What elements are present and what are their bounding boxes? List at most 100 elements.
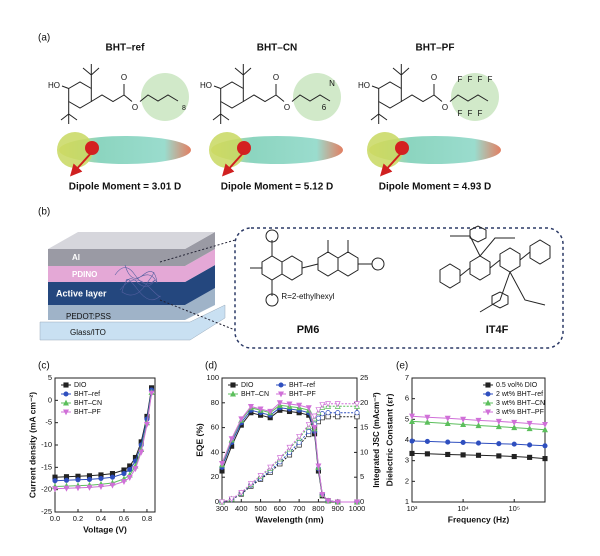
- atom-label: HO: [200, 81, 212, 90]
- legend-label: BHT–CN: [241, 391, 269, 398]
- y-tick-label: -25: [41, 507, 52, 516]
- marker: [495, 423, 502, 430]
- marker: [257, 406, 264, 413]
- atom-label: 8: [182, 105, 186, 112]
- marker: [354, 499, 360, 506]
- marker: [109, 474, 116, 480]
- legend-marker: [230, 390, 236, 397]
- benzene-ring: [220, 81, 244, 109]
- marker: [109, 482, 116, 489]
- esp-head: [57, 132, 93, 168]
- marker: [75, 485, 81, 492]
- panel-label: (a): [38, 33, 50, 44]
- marker: [143, 421, 150, 428]
- marker: [526, 425, 533, 432]
- y-tick-label: 20: [211, 472, 219, 481]
- marker: [335, 410, 341, 416]
- bonds: [370, 64, 489, 124]
- device-stack: [39, 232, 236, 341]
- marker: [319, 402, 326, 409]
- atom-label: HO: [358, 81, 370, 90]
- marker: [542, 443, 548, 449]
- atom-label: O: [273, 73, 279, 82]
- marker: [424, 418, 431, 425]
- legend-label: BHT–ref: [289, 382, 315, 389]
- marker: [325, 410, 331, 416]
- y-tick-label: 80: [211, 398, 219, 407]
- atom-label: HO: [48, 81, 60, 90]
- marker: [148, 390, 155, 397]
- legend-marker: [485, 382, 491, 388]
- y-tick-label: 40: [211, 447, 219, 456]
- pm6-structure: [250, 229, 385, 307]
- legend-marker: [63, 382, 69, 388]
- marker: [445, 451, 451, 458]
- marker: [86, 476, 93, 482]
- marker: [460, 452, 466, 458]
- y-tick-label: 100: [206, 373, 219, 382]
- atom-label: F: [478, 109, 483, 118]
- legend-label: BHT–ref: [74, 391, 100, 398]
- esp-head: [367, 132, 403, 168]
- y2-tick-label: 25: [360, 373, 368, 382]
- x-tick-label: 10⁵: [509, 504, 520, 513]
- dipole-arrow: [379, 151, 403, 177]
- y2-tick-label: 20: [360, 398, 368, 407]
- y-tick-label: 1: [405, 497, 409, 506]
- marker: [267, 464, 274, 471]
- marker: [296, 433, 303, 440]
- marker: [121, 471, 127, 477]
- panel-label: (b): [38, 207, 50, 218]
- y-tick-label: 4: [405, 435, 409, 444]
- y-tick-label: 5: [48, 373, 52, 382]
- marker: [238, 416, 245, 423]
- marker: [495, 418, 502, 425]
- marker: [305, 405, 312, 412]
- marker: [334, 401, 341, 408]
- series-line: [54, 392, 153, 487]
- x-tick-label: 800: [312, 504, 325, 513]
- marker: [542, 421, 548, 428]
- marker: [315, 415, 321, 421]
- y-tick-label: -5: [45, 418, 52, 427]
- dipole-moment: Dipole Moment = 5.12 D: [221, 182, 334, 193]
- molecule-name: BHT–ref: [106, 43, 146, 54]
- legend-marker: [63, 399, 69, 406]
- marker: [526, 420, 533, 427]
- marker: [126, 475, 133, 482]
- marker: [219, 461, 225, 467]
- marker: [409, 413, 415, 420]
- integrated-line: [221, 412, 357, 503]
- side-chain: R=2-ethylhexyl: [281, 292, 334, 301]
- legend-marker: [485, 399, 491, 406]
- marker: [444, 420, 451, 427]
- marker: [97, 483, 104, 490]
- legend-label: 0.5 vol% DIO: [496, 382, 538, 389]
- marker: [306, 429, 312, 435]
- marker: [267, 408, 274, 415]
- legend-marker: [485, 409, 491, 416]
- marker: [511, 419, 518, 426]
- molecule-name: BHT–CN: [257, 43, 298, 54]
- marker: [424, 451, 430, 457]
- atom-label: O: [431, 73, 437, 82]
- x-tick-label: 0.8: [142, 514, 152, 523]
- x-tick-label: 500: [254, 504, 267, 513]
- marker: [325, 401, 332, 408]
- series-line: [54, 393, 153, 490]
- x-tick-label: 600: [274, 504, 287, 513]
- integrated-line: [221, 416, 357, 503]
- marker: [132, 466, 139, 473]
- y-tick-label: 0: [48, 395, 52, 404]
- atom-label: F: [478, 75, 483, 84]
- bonds: [212, 64, 331, 124]
- y-tick-label: 7: [405, 373, 409, 382]
- panel-label: (d): [205, 361, 217, 372]
- panel-label: (e): [396, 361, 408, 372]
- atom-label: 6: [322, 103, 327, 112]
- legend-label: 2 wt% BHT–ref: [496, 391, 543, 398]
- marker: [257, 473, 264, 480]
- marker: [296, 439, 302, 446]
- y-tick-label: 60: [211, 423, 219, 432]
